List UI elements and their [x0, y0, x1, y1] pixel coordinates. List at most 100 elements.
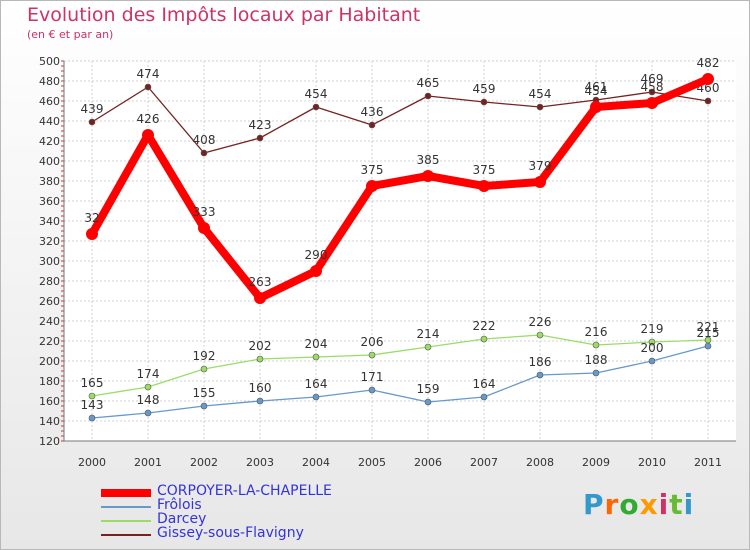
logo-letter: r: [604, 488, 620, 521]
data-point-darcey: [256, 355, 264, 363]
series-line-corpoyer-la-chapelle: [88, 75, 712, 302]
data-label-darcey: 222: [473, 319, 496, 333]
y-tick-label: 340: [39, 215, 60, 228]
data-point-fr-lois: [424, 398, 432, 406]
data-label-darcey: 165: [81, 376, 104, 390]
data-point-gissey-sous-flavigny: [480, 98, 488, 106]
data-point-fr-lois: [368, 386, 376, 394]
data-point-gissey-sous-flavigny: [312, 103, 320, 111]
data-point-fr-lois: [536, 371, 544, 379]
data-label-corpoyer-la-chapelle: 290: [305, 248, 328, 262]
data-point-gissey-sous-flavigny: [424, 92, 432, 100]
chart-subtitle: (en € et par an): [27, 28, 114, 41]
legend-label: Darcey: [157, 511, 207, 527]
data-point-gissey-sous-flavigny: [536, 103, 544, 111]
data-point-corpoyer-la-chapelle: [86, 228, 98, 240]
data-label-darcey: 192: [193, 349, 216, 363]
data-point-darcey: [480, 335, 488, 343]
data-label-fr-lois: 160: [249, 381, 272, 395]
data-point-gissey-sous-flavigny: [144, 83, 152, 91]
data-point-fr-lois: [256, 397, 264, 405]
y-tick-label: 300: [39, 255, 60, 268]
data-label-corpoyer-la-chapelle: 379: [529, 159, 552, 173]
data-label-corpoyer-la-chapelle: 454: [585, 84, 608, 98]
data-label-gissey-sous-flavigny: 461: [585, 80, 608, 94]
data-label-corpoyer-la-chapelle: 426: [137, 112, 160, 126]
x-tick-label: 2000: [78, 456, 106, 469]
data-label-darcey: 214: [417, 327, 440, 341]
data-label-gissey-sous-flavigny: 439: [81, 102, 104, 116]
data-label-fr-lois: 186: [529, 355, 552, 369]
data-point-gissey-sous-flavigny: [88, 118, 96, 126]
series-line-gissey-sous-flavigny: [91, 86, 709, 154]
y-tick-label: 280: [39, 275, 60, 288]
logo-letter: i: [658, 488, 670, 521]
data-point-corpoyer-la-chapelle: [646, 97, 658, 109]
data-point-fr-lois: [648, 357, 656, 365]
data-label-corpoyer-la-chapelle: 32: [84, 211, 99, 225]
data-label-gissey-sous-flavigny: 465: [417, 76, 440, 90]
data-point-fr-lois: [704, 342, 712, 350]
y-tick-label: 240: [39, 315, 60, 328]
data-point-gissey-sous-flavigny: [368, 121, 376, 129]
y-tick-label: 460: [39, 95, 60, 108]
data-point-corpoyer-la-chapelle: [254, 292, 266, 304]
data-label-fr-lois: 215: [697, 326, 720, 340]
y-tick-label: 200: [39, 355, 60, 368]
logo-letter: t: [669, 488, 684, 521]
legend-swatch: [101, 534, 151, 536]
data-label-gissey-sous-flavigny: 436: [361, 105, 384, 119]
data-point-fr-lois: [480, 393, 488, 401]
y-tick-label: 360: [39, 195, 60, 208]
data-label-corpoyer-la-chapelle: 333: [193, 205, 216, 219]
legend-label: Frôlois: [157, 497, 202, 513]
data-label-gissey-sous-flavigny: 423: [249, 118, 272, 132]
data-label-fr-lois: 148: [137, 393, 160, 407]
data-point-darcey: [312, 353, 320, 361]
x-tick-label: 2006: [414, 456, 442, 469]
data-point-darcey: [424, 343, 432, 351]
legend-swatch: [101, 506, 151, 508]
data-label-darcey: 204: [305, 337, 328, 351]
data-point-darcey: [536, 331, 544, 339]
chart-title: Evolution des Impôts locaux par Habitant: [27, 4, 421, 26]
data-point-fr-lois: [88, 414, 96, 422]
data-point-darcey: [144, 383, 152, 391]
logo-letter: P: [583, 488, 605, 521]
y-tick-label: 400: [39, 155, 60, 168]
data-label-darcey: 174: [137, 367, 160, 381]
data-point-darcey: [648, 338, 656, 346]
data-label-darcey: 226: [529, 315, 552, 329]
data-point-gissey-sous-flavigny: [200, 149, 208, 157]
y-tick-label: 480: [39, 75, 60, 88]
data-label-fr-lois: 188: [585, 353, 608, 367]
data-label-gissey-sous-flavigny: 459: [473, 82, 496, 96]
data-point-corpoyer-la-chapelle: [366, 180, 378, 192]
data-label-corpoyer-la-chapelle: 482: [697, 56, 720, 70]
x-tick-label: 2002: [190, 456, 218, 469]
logo-letter: i: [683, 488, 695, 521]
legend-swatch: [101, 520, 151, 522]
y-tick-label: 120: [39, 435, 60, 448]
data-label-corpoyer-la-chapelle: 375: [361, 163, 384, 177]
y-tick-label: 220: [39, 335, 60, 348]
data-label-darcey: 202: [249, 339, 272, 353]
data-point-fr-lois: [312, 393, 320, 401]
data-point-darcey: [368, 351, 376, 359]
data-label-darcey: 216: [585, 325, 608, 339]
x-tick-label: 2007: [470, 456, 498, 469]
y-tick-label: 140: [39, 415, 60, 428]
data-label-gissey-sous-flavigny: 469: [641, 72, 664, 86]
data-label-corpoyer-la-chapelle: 385: [417, 153, 440, 167]
data-label-gissey-sous-flavigny: 474: [137, 67, 160, 81]
data-point-corpoyer-la-chapelle: [142, 129, 154, 141]
y-tick-label: 380: [39, 175, 60, 188]
legend-label: Gissey-sous-Flavigny: [157, 525, 304, 541]
data-label-darcey: 219: [641, 322, 664, 336]
plot-area: [64, 61, 736, 441]
y-tick-label: 420: [39, 135, 60, 148]
data-label-darcey: 221: [697, 320, 720, 334]
y-tick-label: 160: [39, 395, 60, 408]
x-tick-label: 2009: [582, 456, 610, 469]
